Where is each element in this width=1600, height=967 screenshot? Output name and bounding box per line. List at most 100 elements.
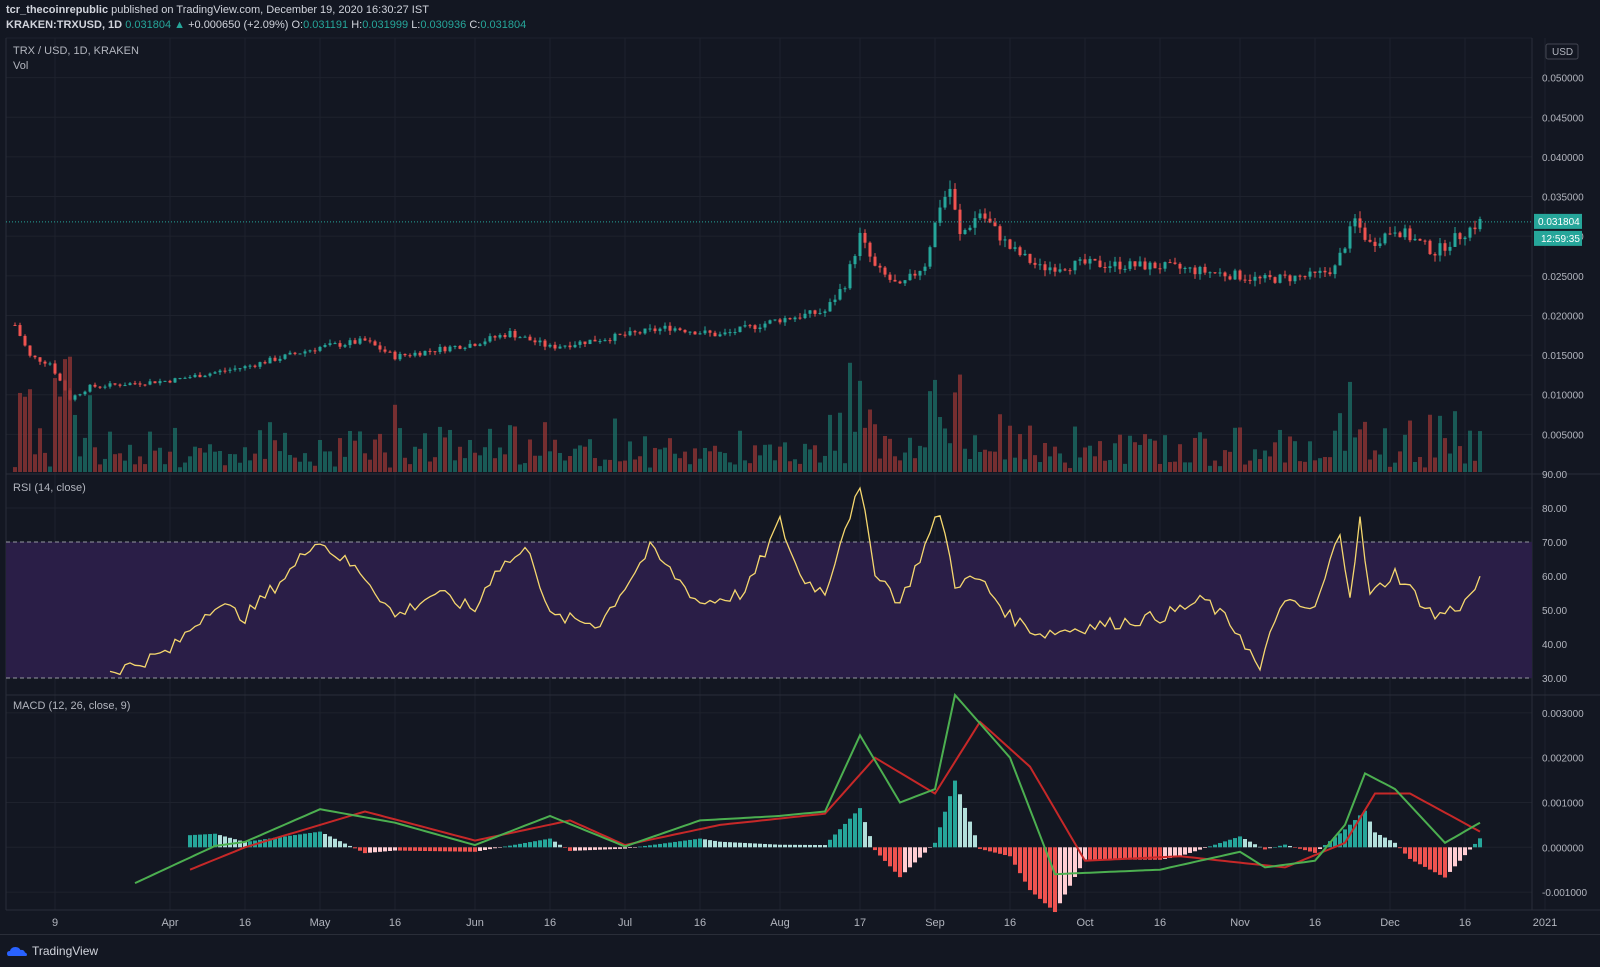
volume-bar xyxy=(553,439,557,472)
candle-body xyxy=(378,345,382,350)
volume-bar xyxy=(108,431,112,472)
candle-body xyxy=(1398,232,1402,238)
candle-body xyxy=(463,347,467,349)
volume-bar xyxy=(728,462,732,472)
macd-histogram-bar xyxy=(1108,847,1112,860)
volume-bar xyxy=(213,451,217,472)
volume-bar xyxy=(823,455,827,472)
volume-bar xyxy=(578,445,582,472)
x-axis-tick: Nov xyxy=(1230,917,1250,929)
candle-body xyxy=(483,341,487,345)
candle-body xyxy=(448,346,452,352)
volume-bar xyxy=(833,450,837,472)
volume-bar xyxy=(1398,451,1402,472)
tradingview-logo[interactable]: TradingView xyxy=(6,944,98,958)
macd-axis-tick: 0.001000 xyxy=(1542,799,1584,810)
macd-histogram-bar xyxy=(498,847,502,848)
rsi-pane-title: RSI (14, close) xyxy=(13,482,86,494)
macd-histogram-bar xyxy=(1083,847,1087,860)
candle-body xyxy=(643,328,647,334)
candle-body xyxy=(1248,279,1252,281)
candle-body xyxy=(763,323,767,328)
volume-bar xyxy=(1443,438,1447,472)
volume-bar xyxy=(668,438,672,472)
macd-histogram-bar xyxy=(1168,847,1172,859)
macd-histogram-bar xyxy=(828,839,832,848)
publisher-name[interactable]: tcr_thecoinrepublic xyxy=(6,4,109,16)
macd-histogram-bar xyxy=(1023,847,1027,882)
macd-histogram-bar xyxy=(303,833,307,848)
macd-pane xyxy=(134,692,1482,913)
volume-bar xyxy=(1233,427,1237,472)
volume-bar xyxy=(648,467,652,472)
macd-histogram-bar xyxy=(733,842,737,848)
candle-body xyxy=(263,362,267,364)
volume-bar xyxy=(148,431,152,472)
macd-histogram-bar xyxy=(848,818,852,848)
macd-histogram-bar xyxy=(1238,836,1242,848)
volume-bar xyxy=(1193,437,1197,472)
volume-bar xyxy=(1133,442,1137,472)
candle-body xyxy=(128,383,132,386)
macd-histogram-bar xyxy=(213,833,217,848)
macd-histogram-bar xyxy=(353,847,357,849)
candle-body xyxy=(1073,260,1077,271)
candle-body xyxy=(278,358,282,361)
macd-histogram-bar xyxy=(558,844,562,848)
volume-bar xyxy=(1268,456,1272,472)
candle-body xyxy=(693,331,697,335)
candle-body xyxy=(1373,241,1377,246)
volume-bar xyxy=(1358,429,1362,472)
candle-body xyxy=(103,386,107,388)
candle-body xyxy=(988,218,992,223)
candle-body xyxy=(443,346,447,352)
candle-body xyxy=(1253,276,1257,281)
macd-histogram-bar xyxy=(1103,847,1107,860)
macd-histogram-bar xyxy=(1288,845,1292,848)
macd-histogram-bar xyxy=(298,834,302,848)
currency-box xyxy=(1545,43,1579,60)
pane-borders xyxy=(5,38,1600,911)
volume-bar xyxy=(1223,450,1227,472)
volume-bar xyxy=(258,430,262,472)
candle-body xyxy=(108,383,112,387)
macd-histogram-bar xyxy=(1278,845,1282,848)
symbol-label[interactable]: KRAKEN:TRXUSD, 1D xyxy=(6,19,123,31)
candle-body xyxy=(1383,233,1387,244)
macd-histogram-bar xyxy=(198,834,202,848)
volume-bar xyxy=(398,428,402,472)
macd-histogram-bar xyxy=(818,845,822,848)
candle-body xyxy=(1323,270,1327,273)
volume-bar xyxy=(773,460,777,472)
macd-histogram-bar xyxy=(428,847,432,852)
candle-body xyxy=(323,344,327,347)
chart-canvas[interactable]: 0.005000 0.010000 0.015000 0.020000 0.025000… xyxy=(0,0,1600,934)
macd-histogram-bar xyxy=(738,842,742,848)
volume-bar xyxy=(53,378,57,472)
x-axis-tick: Aug xyxy=(770,917,790,929)
volume-bar xyxy=(908,437,912,472)
macd-histogram-bar xyxy=(1338,833,1342,848)
volume-bar xyxy=(763,444,767,472)
candle-body xyxy=(98,386,102,388)
volume-bar xyxy=(283,432,287,472)
macd-histogram-bar xyxy=(613,847,617,850)
candle-body xyxy=(913,273,917,276)
volume-bar xyxy=(918,445,922,472)
candle-body xyxy=(1473,227,1477,230)
volume-bar xyxy=(493,458,497,472)
volume-bar xyxy=(898,460,902,472)
macd-histogram-bar xyxy=(528,842,532,848)
candle-body xyxy=(903,280,907,284)
volume-bar xyxy=(633,459,637,472)
macd-histogram-bar xyxy=(203,834,207,848)
volume-bar xyxy=(658,449,662,472)
candle-body xyxy=(193,374,197,378)
volume-bar xyxy=(373,439,377,472)
volume-bar xyxy=(358,431,362,472)
candle-body xyxy=(503,335,507,338)
candle-body xyxy=(288,352,292,355)
macd-histogram-bar xyxy=(903,847,907,873)
volume-bar xyxy=(1123,463,1127,472)
macd-histogram-bar xyxy=(1428,847,1432,870)
